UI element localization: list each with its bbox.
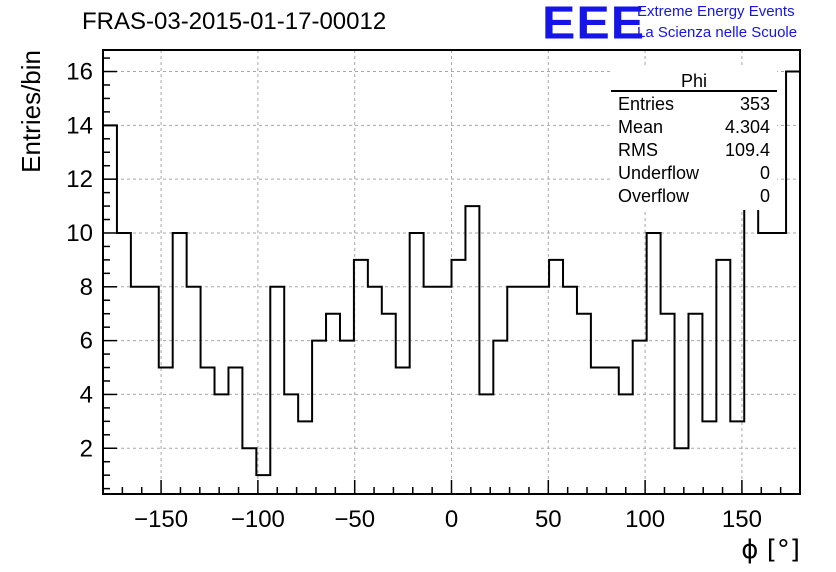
histogram-bin [577, 314, 591, 494]
y-tick-label: 8 [80, 274, 93, 301]
eee-logo: EEE [542, 0, 646, 49]
histogram-bin [284, 394, 298, 494]
stats-row-value: 0 [760, 186, 770, 206]
histogram-bin [605, 368, 619, 494]
histogram-bin [424, 287, 438, 494]
histogram-bin [270, 287, 284, 494]
stats-row-value: 109.4 [725, 140, 770, 160]
x-tick-label: 100 [625, 506, 665, 533]
histogram-bin [382, 314, 396, 494]
histogram-bin [549, 260, 563, 494]
y-axis-label: Entries/bin [16, 50, 46, 173]
stats-row-value: 4.304 [725, 117, 770, 137]
histogram-bin [493, 341, 507, 494]
histogram-bin [242, 448, 256, 494]
histogram-bin [675, 448, 689, 494]
histogram-bin [340, 341, 354, 494]
histogram-bin [702, 421, 716, 494]
histogram-bin [298, 421, 312, 494]
chart-title: FRAS-03-2015-01-17-00012 [82, 8, 387, 35]
histogram-bin [591, 368, 605, 494]
histogram-bin [465, 206, 479, 494]
stats-row-label: RMS [618, 140, 658, 160]
histogram-bin [619, 394, 633, 494]
y-tick-label: 10 [66, 220, 93, 247]
stats-rows: Entries 353 Mean 4.304 RMS 109.4 Underflow 0 Ove… [618, 94, 770, 206]
x-tick-label: −50 [334, 506, 375, 533]
x-tick-label: 150 [722, 506, 762, 533]
stats-row-label: Overflow [618, 186, 690, 206]
stats-row-label: Underflow [618, 163, 700, 183]
histogram-bin [228, 368, 242, 494]
stats-row-label: Entries [618, 94, 674, 114]
stats-row-label: Mean [618, 117, 663, 137]
y-tick-label: 16 [66, 59, 93, 86]
histogram-bin [452, 260, 466, 494]
histogram-bin [716, 260, 730, 494]
logo-text-line2: La Scienza nelle Scuole [637, 24, 798, 41]
histogram-bin [201, 368, 215, 494]
stats-row-value: 353 [740, 94, 770, 114]
histogram-bin [786, 72, 800, 494]
stats-title: Phi [681, 71, 707, 91]
histogram-bin [688, 314, 702, 494]
histogram-bin [647, 233, 661, 494]
y-axis-ticks: 2 4 6 8 10 12 14 16 [66, 57, 117, 490]
y-tick-label: 6 [80, 328, 93, 355]
stats-box: Phi Entries 353 Mean 4.304 RMS 109.4 Underflow… [611, 68, 777, 210]
histogram-bin [312, 341, 326, 494]
y-tick-label: 14 [66, 112, 93, 139]
histogram-bin [438, 287, 452, 494]
histogram-bin [131, 287, 145, 494]
histogram-bin [507, 287, 521, 494]
x-tick-label: 50 [535, 506, 562, 533]
histogram-bin [661, 314, 675, 494]
histogram-bin [772, 233, 786, 494]
x-axis-label: ϕ [°] [741, 535, 800, 565]
histogram-bin [368, 287, 382, 494]
histogram-bin [535, 287, 549, 494]
histogram-bin [521, 287, 535, 494]
histogram-bin [326, 314, 340, 494]
histogram-bin [187, 287, 201, 494]
y-tick-label: 12 [66, 166, 93, 193]
histogram-bin [633, 341, 647, 494]
histogram-bin [354, 260, 368, 494]
y-tick-label: 2 [80, 435, 93, 462]
y-tick-label: 4 [80, 381, 93, 408]
histogram-bin [103, 125, 117, 494]
histogram-bin [563, 287, 577, 494]
x-axis-ticks: −150 −100 −50 0 50 100 150 [121, 480, 782, 533]
histogram-bin [173, 233, 187, 494]
histogram-bin [396, 368, 410, 494]
logo-text-line1: Extreme Energy Events [637, 3, 795, 20]
histogram-bin [145, 287, 159, 494]
stats-row-value: 0 [760, 163, 770, 183]
histogram-bin [410, 233, 424, 494]
histogram-bin [215, 394, 229, 494]
histogram-bin [744, 206, 758, 494]
x-tick-label: −100 [231, 506, 285, 533]
x-tick-label: −150 [134, 506, 188, 533]
histogram-bin [117, 233, 131, 494]
histogram-bin [159, 368, 173, 494]
histogram-bin [479, 394, 493, 494]
x-tick-label: 0 [445, 506, 458, 533]
histogram-bin [758, 233, 772, 494]
histogram-outline [103, 70, 800, 477]
